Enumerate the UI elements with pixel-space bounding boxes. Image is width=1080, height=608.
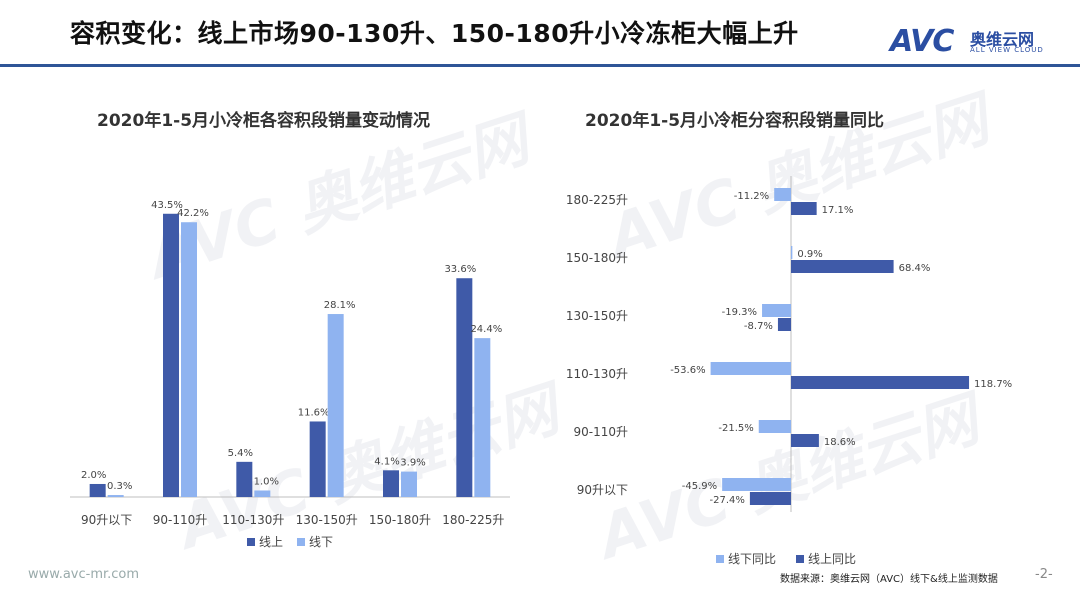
logo-cn-text: 奥维云网	[970, 30, 1035, 49]
chart1-category-label: 90升以下	[81, 513, 132, 527]
chart2-bar-online	[791, 376, 970, 389]
chart2-data-label: -27.4%	[710, 495, 745, 506]
chart2-data-label: -53.6%	[670, 365, 705, 376]
chart1-bar-offline	[474, 338, 491, 497]
chart2-category-label: 110-130升	[566, 367, 628, 381]
chart1-bar-offline	[401, 471, 417, 497]
chart1-data-label: 4.1%	[374, 456, 399, 467]
chart2-category-label: 150-180升	[566, 251, 628, 265]
chart1-category-label: 130-150升	[296, 513, 358, 527]
chart1-data-label: 11.6%	[298, 407, 330, 418]
chart1-data-label: 42.2%	[177, 208, 209, 219]
chart2-data-label: -11.2%	[734, 191, 769, 202]
chart1-category-label: 150-180升	[369, 513, 431, 527]
chart2-data-label: 17.1%	[822, 205, 854, 216]
chart1-data-label: 43.5%	[151, 200, 183, 211]
chart1-data-label: 28.1%	[324, 300, 356, 311]
chart1-data-label: 24.4%	[470, 324, 502, 335]
chart2-data-label: 118.7%	[974, 379, 1012, 390]
chart2-data-label: 0.9%	[797, 249, 822, 260]
chart1-data-label: 2.0%	[81, 470, 106, 481]
chart2-bar-offline	[758, 420, 791, 433]
chart1-data-label: 1.0%	[254, 476, 279, 487]
chart1-bar-online	[456, 278, 473, 497]
chart1-data-label: 0.3%	[107, 481, 132, 492]
chart1-bar-online	[163, 213, 179, 497]
chart2-bar-online	[749, 492, 791, 505]
logo-text: AVC	[890, 24, 954, 59]
chart2-data-label: -45.9%	[682, 481, 717, 492]
chart2-category-label: 130-150升	[566, 309, 628, 323]
chart1-bar-online	[309, 421, 326, 497]
chart2-legend-label: 线下同比	[728, 552, 776, 566]
chart2-bar-online	[791, 202, 817, 215]
chart2-data-label: -19.3%	[722, 307, 757, 318]
chart1-legend-swatch	[247, 538, 255, 546]
chart2-data-label: -21.5%	[718, 423, 753, 434]
chart1-category-label: 90-110升	[153, 513, 208, 527]
chart2-category-label: 90升以下	[577, 483, 628, 497]
chart2-bar-online	[791, 434, 819, 447]
chart2-data-label: 68.4%	[899, 263, 931, 274]
chart2-bar-online	[791, 260, 894, 273]
chart1-bar-online	[89, 483, 106, 497]
page-title: 容积变化：线上市场90-130升、150-180升小冷冻柜大幅上升	[70, 19, 799, 48]
chart2-bar-offline	[762, 304, 791, 317]
footer-url: www.avc-mr.com	[28, 567, 140, 582]
data-source-note: 数据来源：奥维云网（AVC）线下&线上监测数据	[780, 574, 998, 585]
chart1-title: 2020年1-5月小冷柜各容积段销量变动情况	[97, 111, 431, 131]
chart2-bar-offline	[710, 362, 791, 375]
header-divider	[0, 64, 1080, 67]
chart1-legend-label: 线下	[309, 535, 333, 549]
page-number: -2-	[1035, 567, 1053, 582]
chart2-data-label: -8.7%	[744, 321, 773, 332]
chart2-bar-online	[777, 318, 791, 331]
logo-en-text: ALL VIEW CLOUD	[970, 46, 1044, 54]
chart1-category-label: 110-130升	[222, 513, 284, 527]
chart1-data-label: 3.9%	[400, 458, 425, 469]
chart2-bar-offline	[791, 246, 793, 259]
chart2-title: 2020年1-5月小冷柜分容积段销量同比	[585, 111, 885, 131]
chart2-category-label: 180-225升	[566, 193, 628, 207]
chart2-bar-offline	[722, 478, 791, 491]
chart1-bar-offline	[327, 314, 344, 497]
chart1-data-label: 33.6%	[444, 264, 476, 275]
chart2-legend-swatch	[716, 555, 724, 563]
chart1-category-label: 180-225升	[442, 513, 504, 527]
chart1-bar-online	[236, 461, 253, 497]
chart1-bar-offline	[181, 222, 197, 497]
chart2-category-label: 90-110升	[573, 425, 628, 439]
chart1-bar-online	[383, 470, 399, 497]
chart1-data-label: 5.4%	[228, 448, 253, 459]
chart2-legend-swatch	[796, 555, 804, 563]
chart1-bar-offline	[107, 495, 124, 497]
chart1-legend-swatch	[297, 538, 305, 546]
chart2-legend-label: 线上同比	[808, 552, 856, 566]
chart1-bar-offline	[254, 490, 271, 497]
chart2-data-label: 18.6%	[824, 437, 856, 448]
chart2-bar-offline	[774, 188, 791, 201]
chart1-legend-label: 线上	[259, 535, 283, 549]
avc-logo: AVC 奥维云网 ALL VIEW CLOUD	[890, 24, 1060, 59]
